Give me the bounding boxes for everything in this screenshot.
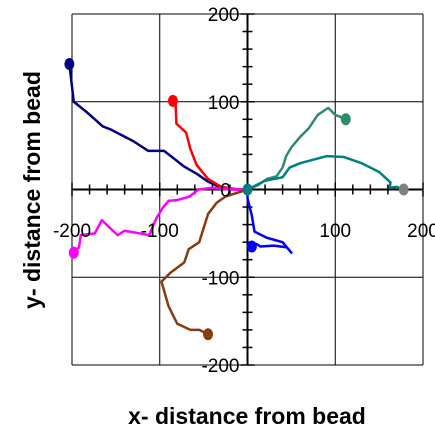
y-tick-label-0: -200: [201, 356, 239, 377]
series-line-3: [160, 188, 248, 336]
tick-labels: -200 -100 100 200 -200 -100 0 100 200: [53, 5, 435, 377]
series-marker-7: [398, 183, 409, 196]
y-tick-label-2: 0: [220, 181, 231, 202]
x-tick-label-4: 200: [407, 221, 435, 242]
x-axis-title: x- distance from bead: [128, 403, 366, 429]
x-tick-label-3: 100: [319, 221, 351, 242]
series-marker-3: [203, 328, 214, 341]
series-marker-5: [340, 113, 351, 126]
y-tick-label-1: -100: [201, 268, 239, 289]
series-group: [64, 58, 409, 341]
y-axis-title: y- distance from bead: [19, 71, 45, 309]
series-line-1: [172, 99, 248, 191]
series-marker-4: [246, 240, 257, 253]
x-tick-label-0: -200: [53, 221, 91, 242]
series-line-6: [246, 154, 405, 191]
x-tick-label-1: -100: [141, 221, 179, 242]
series-marker-0: [64, 58, 75, 71]
series-line-0: [68, 63, 248, 191]
y-tick-label-3: 100: [208, 93, 240, 114]
y-tick-label-4: 200: [208, 5, 240, 26]
series-marker-6: [242, 183, 253, 196]
series-line-5: [247, 106, 347, 191]
series-marker-2: [68, 246, 79, 259]
series-marker-1: [167, 94, 178, 107]
series-line-2: [72, 186, 248, 254]
series-line-4: [246, 189, 293, 254]
